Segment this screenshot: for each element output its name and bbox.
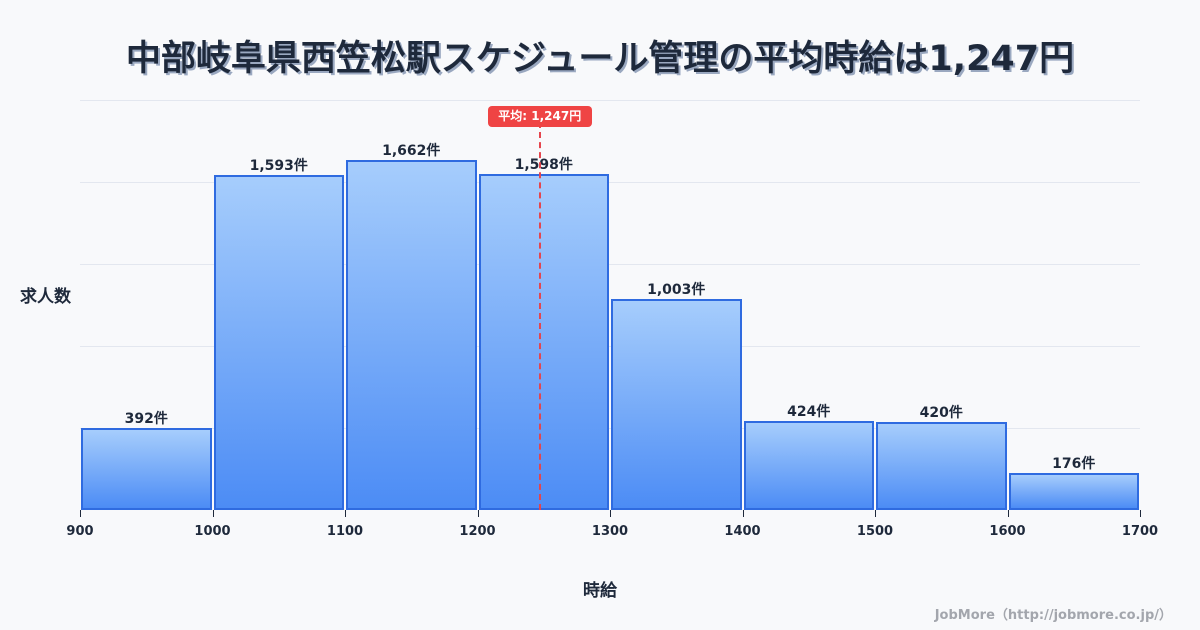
histogram-bar (81, 427, 212, 510)
histogram-bar (1008, 473, 1139, 510)
x-tick-label: 1200 (459, 524, 496, 539)
x-tick-mark (742, 510, 744, 517)
x-tick-label: 1000 (194, 524, 231, 539)
x-tick-label: 1400 (724, 524, 761, 539)
x-tick-label: 1700 (1121, 524, 1159, 539)
histogram-bar (876, 421, 1007, 510)
mean-line (538, 122, 541, 510)
histogram-bar (743, 420, 874, 510)
x-tick-mark (345, 510, 346, 517)
gridline (80, 428, 1140, 429)
x-tick-mark (1140, 510, 1141, 517)
bar-value-label: 1,598件 (514, 156, 573, 173)
bar-value-label: 176件 (1052, 455, 1096, 472)
gridline (80, 264, 1140, 265)
histogram-bar (478, 173, 609, 510)
x-tick-mark (80, 510, 81, 517)
plot-area (80, 100, 1140, 510)
footer-credit: JobMore（http://jobmore.co.jp/） (934, 608, 1172, 623)
mean-badge: 平均: 1,247円 (487, 106, 592, 127)
x-tick-mark (1007, 510, 1009, 517)
bar-value-label: 392件 (124, 410, 168, 427)
x-tick-mark (477, 510, 479, 517)
bar-value-label: 1,593件 (249, 157, 308, 174)
gridline (80, 100, 1140, 101)
x-tick-label: 1600 (989, 524, 1026, 539)
histogram-bar (611, 299, 742, 510)
y-axis-label: 求人数 (20, 287, 71, 307)
gridline (80, 182, 1140, 183)
gridline (80, 346, 1140, 347)
histogram-bar (213, 175, 344, 510)
x-axis-label: 時給 (583, 581, 617, 601)
bar-value-label: 424件 (787, 403, 831, 420)
bar-value-label: 420件 (919, 404, 963, 421)
bar-value-label: 1,662件 (382, 143, 441, 160)
x-tick-label: 1300 (591, 524, 629, 539)
chart-title: 中部岐阜県西笠松駅スケジュール管理の平均時給は1,247円 (125, 39, 1075, 79)
x-tick-mark (212, 510, 214, 517)
x-tick-mark (610, 510, 611, 517)
x-tick-label: 900 (66, 524, 94, 539)
x-tick-label: 1100 (326, 524, 364, 539)
histogram-bar (346, 160, 477, 510)
bar-value-label: 1,003件 (647, 282, 706, 299)
x-tick-mark (875, 510, 876, 517)
x-tick-label: 1500 (856, 524, 894, 539)
